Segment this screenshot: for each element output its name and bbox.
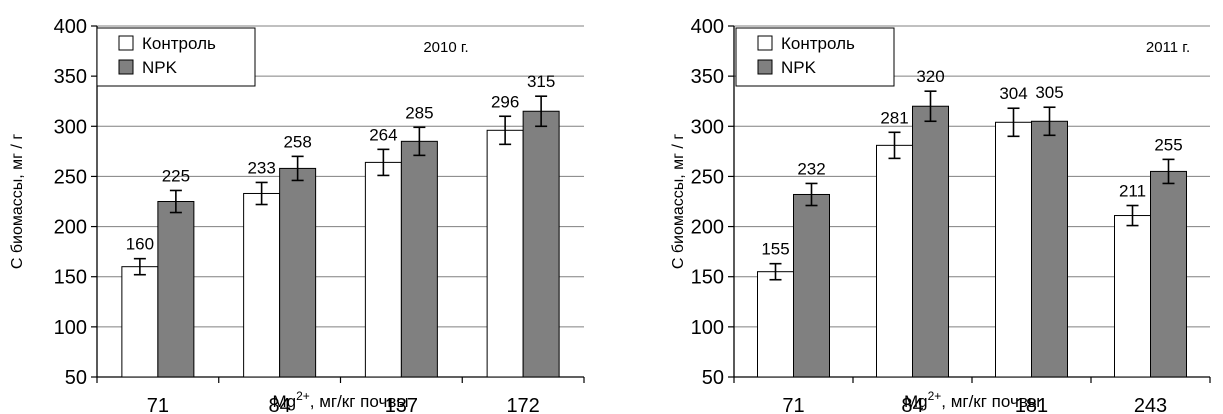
y-tick-label: 150: [54, 267, 87, 289]
bar-npk: [912, 105, 949, 378]
x-axis-label-main: Mg: [904, 392, 928, 411]
bar-npk: [400, 140, 438, 378]
bar-npk: [1150, 170, 1187, 378]
x-tick-label: 137: [385, 395, 418, 414]
y-tick-label: 100: [691, 317, 724, 339]
x-tick-label: 84: [901, 395, 923, 414]
legend-swatch: [118, 35, 134, 51]
y-tick-label: 200: [54, 217, 87, 239]
legend-label: NPK: [142, 58, 178, 77]
legend-label: Контроль: [142, 34, 216, 53]
data-label: 264: [369, 125, 397, 144]
chart-2011: 50 100 150 200 250 300 350 400 71 155 232 84 281 320 1…: [670, 16, 1211, 414]
y-tick-label: 350: [691, 66, 724, 88]
bar-control: [486, 129, 524, 378]
legend-label: NPK: [781, 58, 817, 77]
bar-npk: [157, 201, 195, 378]
data-label: 160: [126, 235, 154, 254]
x-tick-label: 84: [269, 395, 291, 414]
bar-npk: [522, 110, 560, 378]
legend-swatch: [118, 59, 134, 75]
data-label: 233: [247, 158, 275, 177]
x-tick-label: 243: [1134, 395, 1167, 414]
bar-npk: [793, 193, 830, 378]
data-label: 285: [405, 103, 433, 122]
x-tick-label: 71: [147, 395, 169, 414]
x-axis-label-superscript: 2+: [296, 389, 310, 403]
x-axis-label: Mg2+, мг/кг почвы: [272, 389, 408, 411]
chart-2010: 50 100 150 200 250 300 350 400 71 160 225 84 233 258 1…: [9, 16, 585, 414]
year-annotation: 2010 г.: [423, 39, 468, 56]
x-axis-label-main: Mg: [272, 392, 296, 411]
legend-label: Контроль: [781, 34, 855, 53]
y-tick-label: 400: [691, 16, 724, 38]
y-tick-label: 50: [65, 367, 87, 389]
x-tick-label: 172: [506, 395, 539, 414]
bar-control: [364, 161, 402, 378]
data-label: 232: [797, 159, 825, 178]
x-axis-label: Mg2+, мг/кг почвы: [904, 389, 1040, 411]
data-label: 255: [1154, 135, 1182, 154]
data-label: 258: [283, 132, 311, 151]
year-annotation: 2011 г.: [1146, 39, 1190, 56]
x-tick-label: 71: [782, 395, 804, 414]
x-axis-label-superscript: 2+: [928, 389, 942, 403]
bar-control: [243, 192, 281, 378]
y-axis-label: С биомассы, мг / г: [670, 134, 687, 269]
data-label: 225: [162, 166, 190, 185]
x-axis-label-rest: , мг/кг почвы: [941, 392, 1040, 411]
bar-control: [995, 121, 1032, 378]
legend-swatch: [757, 35, 773, 51]
y-tick-label: 250: [54, 166, 87, 188]
x-axis-label-rest: , мг/кг почвы: [310, 392, 409, 411]
data-label: 305: [1035, 83, 1063, 102]
y-tick-label: 300: [691, 116, 724, 138]
y-tick-label: 350: [54, 66, 87, 88]
bar-control: [876, 144, 913, 378]
x-tick-label: 181: [1015, 395, 1048, 414]
data-label: 304: [999, 84, 1027, 103]
y-tick-label: 300: [54, 116, 87, 138]
bar-control: [121, 266, 159, 378]
data-label: 320: [916, 67, 944, 86]
data-label: 155: [761, 240, 789, 259]
data-label: 281: [880, 108, 908, 127]
legend-swatch: [757, 59, 773, 75]
y-tick-label: 250: [691, 166, 724, 188]
y-tick-label: 200: [691, 217, 724, 239]
y-axis-label: С биомассы, мг / г: [9, 134, 26, 269]
data-label: 315: [527, 72, 555, 91]
bar-npk: [279, 167, 317, 378]
bar-npk: [1031, 120, 1068, 378]
y-tick-label: 50: [702, 367, 724, 389]
y-tick-label: 400: [54, 16, 87, 38]
data-label: 296: [491, 92, 519, 111]
bar-control: [1114, 215, 1151, 378]
y-tick-label: 150: [691, 267, 724, 289]
bar-control: [757, 271, 794, 378]
data-label: 211: [1119, 182, 1146, 201]
y-tick-label: 100: [54, 317, 87, 339]
